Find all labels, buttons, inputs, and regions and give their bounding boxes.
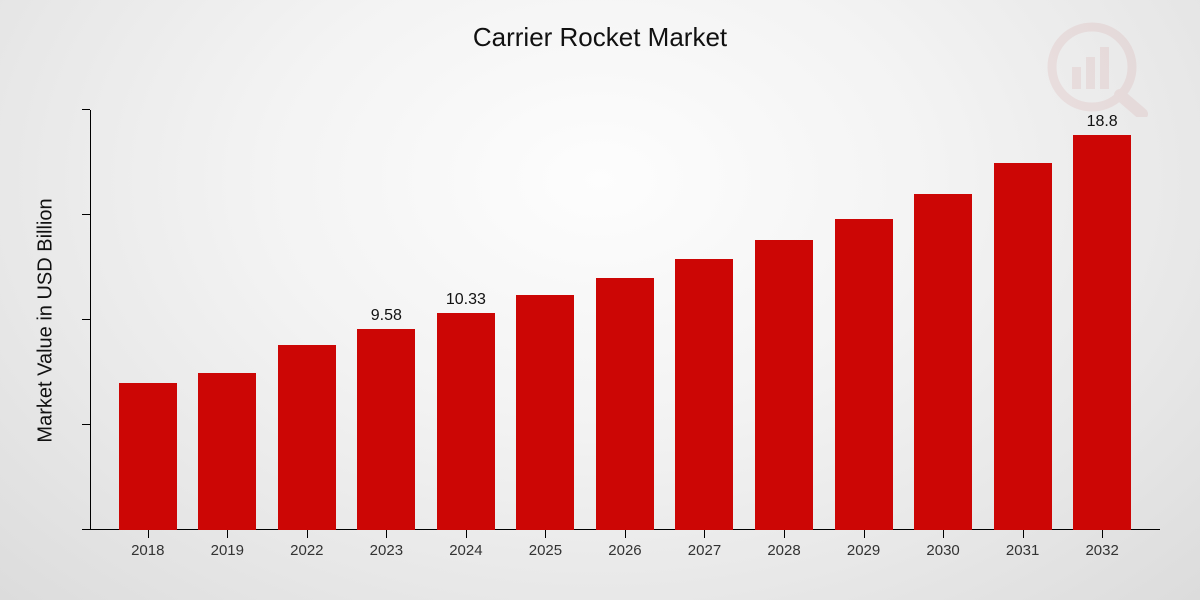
x-tick-mark [784,530,785,538]
y-tick-mark [82,214,90,215]
y-tick-mark [82,109,90,110]
x-tick-label: 2031 [1006,542,1039,559]
x-tick-label: 2019 [211,542,244,559]
bar-slot: 18.8 [1062,110,1142,530]
x-tick-mark [1023,530,1024,538]
x-tick: 2030 [903,530,983,560]
y-tick-mark [82,319,90,320]
bar [119,383,177,530]
bar [596,278,654,530]
bar-slot [983,110,1063,530]
x-tick: 2018 [108,530,188,560]
bar-slot [824,110,904,530]
bar [516,295,574,530]
x-tick-label: 2025 [529,542,562,559]
bar-slot [903,110,983,530]
bar-slot [188,110,268,530]
y-axis-label-text: Market Value in USD Billion [35,198,58,442]
bar [835,219,893,530]
bar-slot [665,110,745,530]
x-tick: 2027 [665,530,745,560]
y-tick-mark [82,529,90,530]
bar-slot [585,110,665,530]
x-tick-label: 2029 [847,542,880,559]
x-tick-mark [625,530,626,538]
plot-area: 9.58 10.33 18.8 [90,110,1160,530]
y-axis-label: Market Value in USD Billion [34,110,58,530]
bar [1073,135,1131,530]
x-tick: 2029 [824,530,904,560]
x-tick: 2022 [267,530,347,560]
x-tick-mark [545,530,546,538]
x-tick-label: 2026 [608,542,641,559]
x-tick-label: 2024 [449,542,482,559]
bar-slot [744,110,824,530]
x-tick: 2024 [426,530,506,560]
bar [357,329,415,530]
bar-slot: 9.58 [347,110,427,530]
bar-slot [108,110,188,530]
x-tick: 2031 [983,530,1063,560]
bar [198,373,256,531]
x-tick-label: 2027 [688,542,721,559]
x-tick-label: 2030 [926,542,959,559]
x-tick-mark [227,530,228,538]
bar [278,345,336,530]
x-tick: 2019 [188,530,268,560]
bar-slot [506,110,586,530]
x-tick-label: 2023 [370,542,403,559]
y-tick-mark [82,424,90,425]
bar-slot [267,110,347,530]
bar-value-label: 10.33 [446,291,486,309]
bars-container: 9.58 10.33 18.8 [90,110,1160,530]
bar [994,163,1052,531]
bar [675,259,733,530]
x-tick: 2032 [1062,530,1142,560]
x-tick-mark [148,530,149,538]
x-tick: 2023 [347,530,427,560]
x-axis-ticks: 2018 2019 2022 2023 2024 2025 2026 2027 2028 2029… [90,530,1160,560]
x-tick-label: 2032 [1085,542,1118,559]
x-tick-mark [386,530,387,538]
x-tick-mark [466,530,467,538]
x-tick-mark [864,530,865,538]
x-tick-label: 2028 [767,542,800,559]
x-tick: 2028 [744,530,824,560]
x-tick-mark [943,530,944,538]
bar [755,240,813,530]
chart-title: Carrier Rocket Market [0,22,1200,53]
bar-slot: 10.33 [426,110,506,530]
x-tick: 2026 [585,530,665,560]
bar-value-label: 9.58 [371,307,402,325]
x-tick-mark [1102,530,1103,538]
bar [914,194,972,530]
bar [437,313,495,530]
bar-value-label: 18.8 [1087,113,1118,131]
x-tick-label: 2018 [131,542,164,559]
x-tick-mark [307,530,308,538]
x-tick: 2025 [506,530,586,560]
x-tick-label: 2022 [290,542,323,559]
x-tick-mark [704,530,705,538]
